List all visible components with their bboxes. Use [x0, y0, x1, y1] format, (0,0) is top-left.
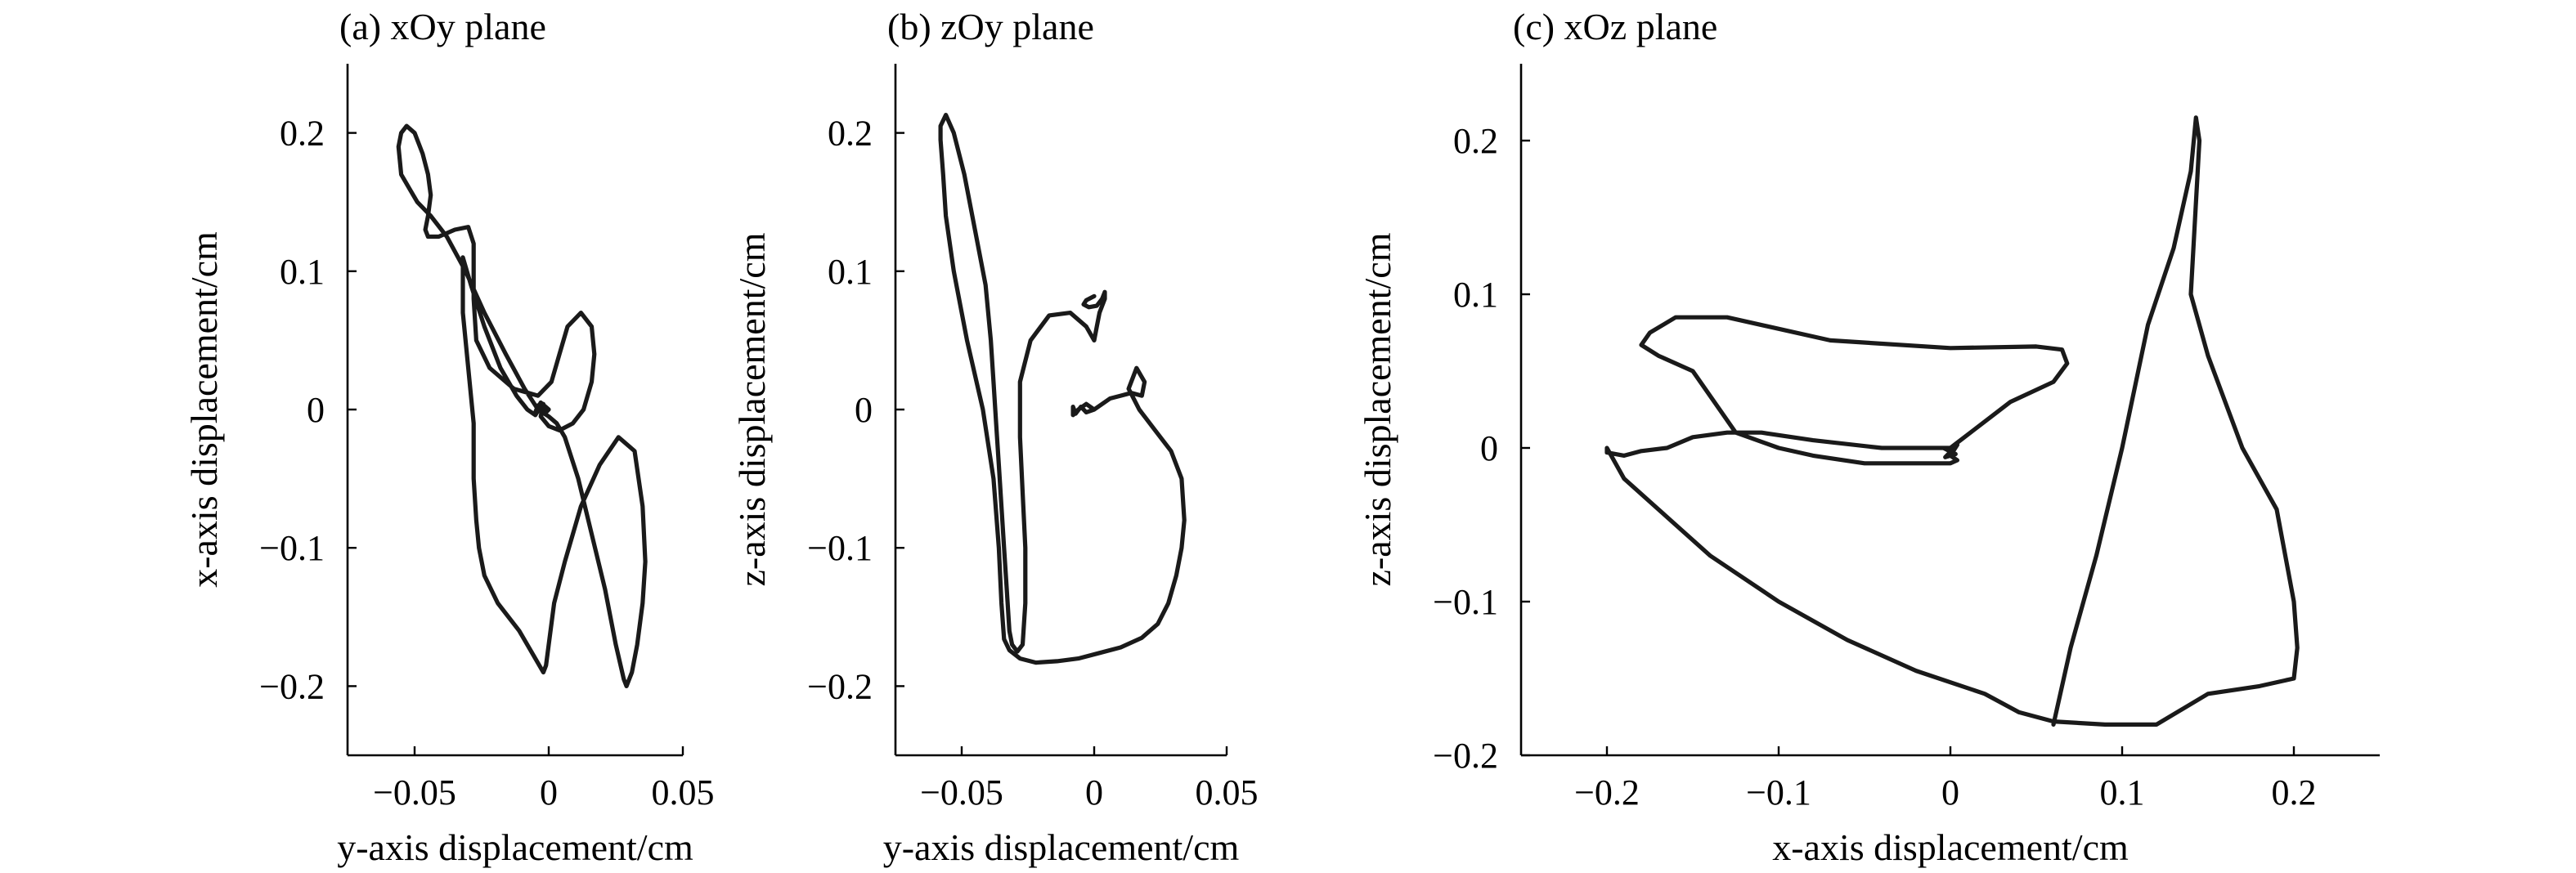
chart-c-ylabel: z-axis displacement/cm — [1357, 232, 1398, 586]
chart-a-x-tick-label: 0.05 — [652, 772, 715, 813]
chart-c-x-tick-label: 0 — [1941, 772, 1959, 813]
chart-a-x-tick-label: 0 — [540, 772, 558, 813]
chart-a-y-tick-label: −0.1 — [259, 528, 325, 568]
chart-c: −0.2 −0.1 0 0.1 0.2 −0.2 −0.1 0 0.1 0.2 (c) xOz pl… — [1357, 6, 2380, 868]
chart-c-x-tick-label: 0.2 — [2272, 772, 2317, 813]
chart-c-xlabel: x-axis displacement/cm — [1772, 826, 2129, 868]
chart-a-y-tick-label: 0 — [307, 390, 325, 430]
chart-a-xlabel: y-axis displacement/cm — [337, 826, 693, 868]
chart-c-trajectory-line — [1604, 115, 2300, 728]
chart-c-x-tick-label: −0.2 — [1574, 772, 1640, 813]
chart-a-y-tick-label: 0.1 — [280, 252, 325, 292]
chart-b-x-tick-label: 0 — [1085, 772, 1103, 813]
chart-c-x-tick-label: −0.1 — [1746, 772, 1811, 813]
chart-c-title: (c) xOz plane — [1513, 6, 1717, 47]
chart-b-y-tick-label: 0 — [855, 390, 873, 430]
chart-b-y-tick-label: −0.1 — [807, 528, 873, 568]
chart-b-x-tick-label: 0.05 — [1196, 772, 1259, 813]
chart-a-y-tick-label: −0.2 — [259, 666, 325, 706]
chart-a: −0.2 −0.1 0 0.1 0.2 −0.05 0 0.05 (a) xOy plane y-… — [183, 6, 715, 868]
chart-a-y-tick-label: 0.2 — [280, 114, 325, 154]
chart-b-title: (b) zOy plane — [887, 6, 1094, 47]
chart-b-y-tick-label: 0.1 — [828, 252, 873, 292]
chart-c-y-tick-label: −0.2 — [1433, 736, 1498, 776]
chart-b-y-tick-label: −0.2 — [807, 666, 873, 706]
chart-a-trajectory-line — [396, 123, 648, 689]
chart-b-ylabel: z-axis displacement/cm — [731, 232, 773, 586]
chart-a-x-tick-label: −0.05 — [373, 772, 456, 813]
chart-b-y-tick-label: 0.2 — [828, 114, 873, 154]
chart-b-xlabel: y-axis displacement/cm — [883, 826, 1240, 868]
chart-b-trajectory-line — [938, 113, 1187, 665]
chart-c-y-tick-label: −0.1 — [1433, 582, 1498, 622]
chart-c-y-tick-label: 0.2 — [1453, 121, 1498, 161]
chart-a-ylabel: x-axis displacement/cm — [183, 231, 225, 588]
chart-b-x-tick-label: −0.05 — [920, 772, 1003, 813]
chart-b: −0.2 −0.1 0 0.1 0.2 −0.05 0 0.05 (b) zOy plane y-… — [731, 6, 1259, 868]
chart-a-title: (a) xOy plane — [339, 6, 546, 47]
chart-c-x-tick-label: 0.1 — [2100, 772, 2145, 813]
chart-c-y-tick-label: 0.1 — [1453, 275, 1498, 315]
chart-c-y-tick-label: 0 — [1480, 428, 1498, 468]
